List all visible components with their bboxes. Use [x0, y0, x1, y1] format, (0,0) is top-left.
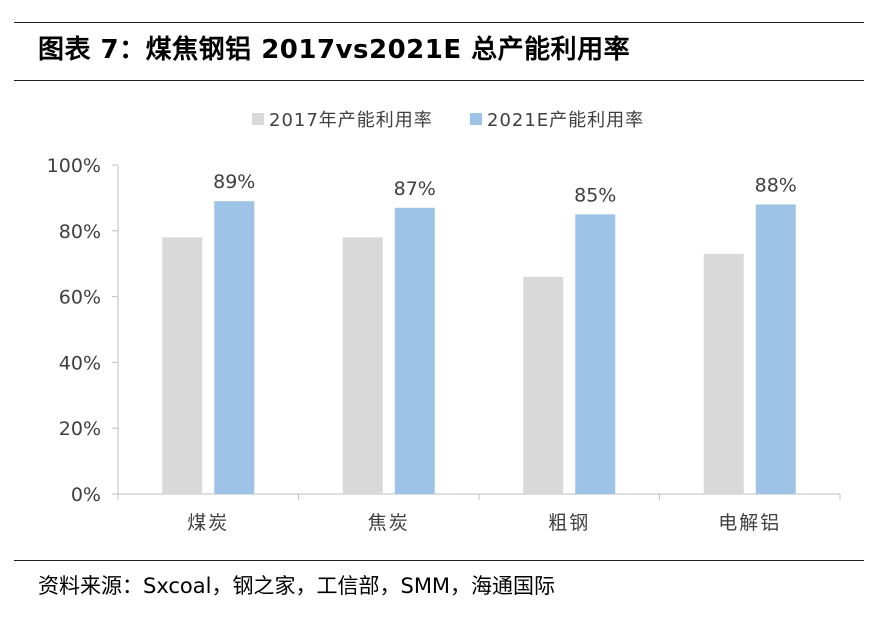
bar	[523, 276, 564, 494]
y-tick-label: 20%	[59, 418, 101, 440]
top-rule	[14, 22, 864, 23]
legend-label: 2021E产能利用率	[487, 110, 644, 131]
data-labels: 89% 87% 85% 88%	[213, 171, 797, 206]
data-label: 85%	[574, 184, 616, 206]
y-tick-label: 40%	[59, 352, 101, 374]
source-note: 资料来源：Sxcoal，钢之家，工信部，SMM，海通国际	[38, 574, 556, 598]
y-tick-label: 80%	[59, 221, 101, 243]
data-label: 88%	[755, 174, 797, 196]
x-category-label: 煤炭	[187, 512, 229, 534]
data-label: 89%	[213, 171, 255, 193]
legend-swatch	[470, 113, 482, 125]
bar	[342, 237, 383, 494]
y-tick-label: 60%	[59, 287, 101, 309]
bar-series	[162, 201, 796, 495]
bar-chart: 2017年产能利用率 2021E产能利用率 0%20%40%60%80%100% …	[47, 110, 841, 534]
y-tick-label: 0%	[71, 484, 101, 506]
y-tick-label: 100%	[47, 155, 101, 177]
bar	[214, 201, 255, 494]
x-category-label: 焦炭	[368, 512, 410, 534]
bar	[703, 253, 744, 494]
chart-legend: 2017年产能利用率 2021E产能利用率	[252, 110, 644, 131]
figure-title: 图表 7：煤焦钢铝 2017vs2021E 总产能利用率	[38, 35, 631, 65]
legend-label: 2017年产能利用率	[269, 110, 433, 131]
y-axis: 0% 20% 40% 60% 80% 100%	[47, 155, 119, 506]
source-divider	[14, 560, 864, 561]
bar	[755, 204, 796, 495]
legend-swatch	[252, 113, 264, 125]
data-label: 87%	[394, 178, 436, 200]
bar	[394, 207, 435, 494]
x-axis: 煤炭 焦炭 粗钢 电解铝	[117, 493, 841, 534]
title-divider	[14, 80, 864, 81]
bar	[575, 214, 616, 494]
x-category-label: 电解铝	[718, 512, 781, 534]
bar	[162, 237, 203, 494]
x-category-label: 粗钢	[548, 512, 590, 534]
